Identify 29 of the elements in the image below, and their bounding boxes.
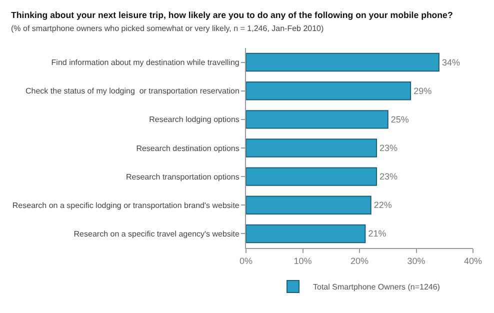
- bar: [246, 82, 412, 100]
- data-label: 25%: [390, 114, 409, 124]
- legend-label: Total Smartphone Owners (n=1246): [313, 282, 440, 292]
- data-label: 23%: [380, 143, 398, 153]
- x-tick-label: 20%: [350, 256, 369, 266]
- data-label: 29%: [414, 86, 432, 96]
- bar: [246, 138, 378, 158]
- data-label: 34%: [442, 57, 460, 68]
- bar: [246, 52, 440, 72]
- x-tick-label: 0%: [239, 256, 253, 266]
- y-tick-label: Research on a specific travel agency's website: [74, 230, 240, 239]
- y-tick-label: Research on a specific lodging or transportation brand's website: [12, 200, 240, 210]
- y-tick-label: Research lodging options: [149, 115, 240, 124]
- y-tick-label: Check the status of my lodging or transportation reservation: [26, 86, 240, 96]
- y-tick-label: Find information about my destination while travelling: [51, 58, 240, 68]
- y-tick-label: Research destination options: [136, 144, 240, 153]
- y-tick-label: Research transportation options: [126, 172, 240, 182]
- bar: [246, 110, 388, 129]
- x-tick-label: 10%: [294, 256, 312, 266]
- bar: [246, 224, 366, 244]
- x-tick-label: 40%: [464, 256, 482, 266]
- data-label: 23%: [380, 172, 398, 182]
- x-tick-label: 30%: [407, 256, 426, 266]
- data-label: 22%: [374, 200, 392, 210]
- bar: [246, 196, 372, 214]
- data-label: 21%: [368, 228, 386, 239]
- bar: [246, 167, 378, 186]
- text: (% of smartphone owners who picked somewhat or very likely, n = 1,246, Jan-Feb 2010): [11, 24, 324, 33]
- chart-title: Thinking about your next leisure trip, how likely are you to do any of the following on your mobile phone?: [11, 10, 453, 20]
